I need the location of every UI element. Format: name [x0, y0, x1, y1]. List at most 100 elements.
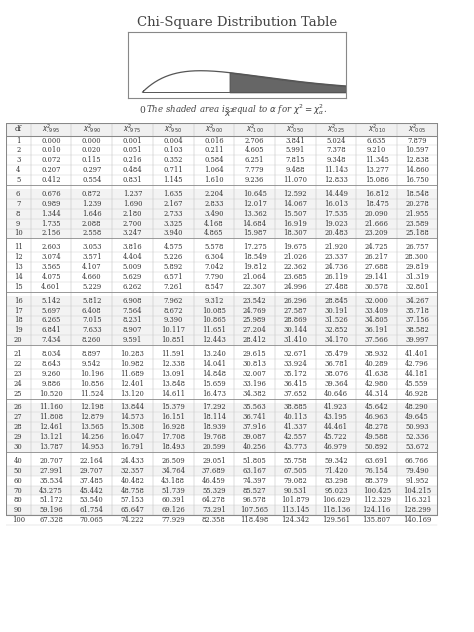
Text: 10.645: 10.645	[243, 190, 266, 198]
Text: 41.337: 41.337	[283, 423, 307, 431]
Text: 14.848: 14.848	[202, 370, 226, 378]
Text: 2.156: 2.156	[41, 229, 61, 238]
Text: 37.916: 37.916	[243, 423, 266, 431]
Text: 32.852: 32.852	[324, 326, 348, 334]
Text: 12: 12	[14, 253, 22, 261]
Text: 30.813: 30.813	[243, 360, 266, 368]
Text: 11.808: 11.808	[39, 413, 63, 422]
Text: $\chi^2_{.010}$: $\chi^2_{.010}$	[368, 123, 386, 136]
Text: 0.211: 0.211	[204, 147, 224, 154]
Text: 20.090: 20.090	[365, 210, 389, 217]
Text: 27.587: 27.587	[283, 307, 307, 315]
Text: 7.962: 7.962	[164, 296, 183, 305]
Bar	[6, 123, 437, 515]
Text: 10.520: 10.520	[39, 390, 63, 398]
Text: 41.923: 41.923	[324, 403, 348, 411]
Bar	[6, 315, 437, 325]
Text: 7.261: 7.261	[164, 283, 183, 291]
Bar	[6, 413, 437, 422]
Text: 4.605: 4.605	[245, 147, 264, 154]
Bar	[6, 252, 437, 262]
Text: 12.461: 12.461	[39, 423, 63, 431]
Text: 5.629: 5.629	[123, 273, 142, 281]
Text: 28.845: 28.845	[324, 296, 348, 305]
Text: 38.076: 38.076	[324, 370, 348, 378]
Text: Chi-Square Distribution Table: Chi-Square Distribution Table	[137, 16, 337, 29]
Text: 77.929: 77.929	[161, 516, 185, 524]
Text: 6.408: 6.408	[82, 307, 101, 315]
Text: 16.047: 16.047	[120, 433, 145, 441]
Text: 66.766: 66.766	[405, 457, 429, 465]
Text: 0.872: 0.872	[82, 190, 101, 198]
Text: 17.292: 17.292	[202, 403, 226, 411]
Bar	[6, 155, 437, 165]
Text: 5.009: 5.009	[123, 263, 142, 271]
Text: 129.561: 129.561	[322, 516, 350, 524]
Text: 38.885: 38.885	[283, 403, 307, 411]
Text: 51.739: 51.739	[161, 487, 185, 494]
Bar	[6, 189, 437, 199]
Bar	[6, 379, 437, 389]
Text: 20.707: 20.707	[39, 457, 63, 465]
Text: 3.940: 3.940	[164, 229, 183, 238]
Text: 4.575: 4.575	[164, 243, 183, 252]
Text: 9.488: 9.488	[285, 166, 305, 174]
Bar	[6, 123, 437, 136]
Text: 124.342: 124.342	[281, 516, 310, 524]
Text: 85.527: 85.527	[243, 487, 266, 494]
Text: $\chi^2_{.100}$: $\chi^2_{.100}$	[246, 123, 264, 136]
Text: 11.345: 11.345	[365, 156, 389, 164]
Text: 73.291: 73.291	[202, 506, 226, 514]
Text: 4.107: 4.107	[82, 263, 101, 271]
Text: 43.195: 43.195	[324, 413, 348, 422]
Bar	[6, 432, 437, 442]
Text: 13.848: 13.848	[161, 380, 185, 388]
Bar	[6, 165, 437, 175]
Text: 5.226: 5.226	[164, 253, 183, 261]
Text: 69.126: 69.126	[161, 506, 185, 514]
Text: 26.757: 26.757	[405, 243, 429, 252]
Text: 140.169: 140.169	[403, 516, 431, 524]
Text: 1.610: 1.610	[204, 176, 224, 184]
Text: 48.290: 48.290	[405, 403, 429, 411]
Text: 14.684: 14.684	[243, 219, 266, 228]
Text: 0.001: 0.001	[123, 137, 142, 145]
Text: 82.358: 82.358	[202, 516, 226, 524]
Text: $\chi^2_{.995}$: $\chi^2_{.995}$	[42, 123, 60, 136]
Text: 7.378: 7.378	[326, 147, 346, 154]
Text: 51.805: 51.805	[243, 457, 266, 465]
Text: 20: 20	[14, 336, 22, 344]
Text: 39.087: 39.087	[243, 433, 266, 441]
Text: 23.589: 23.589	[405, 219, 429, 228]
Text: 31.319: 31.319	[405, 273, 429, 281]
Text: 7.790: 7.790	[204, 273, 224, 281]
Text: 5.142: 5.142	[41, 296, 61, 305]
Text: $\chi^2_{.050}$: $\chi^2_{.050}$	[286, 123, 304, 136]
Text: 0.004: 0.004	[164, 137, 183, 145]
Text: 0.831: 0.831	[123, 176, 142, 184]
Text: 23.209: 23.209	[365, 229, 389, 238]
Text: 14.611: 14.611	[161, 390, 185, 398]
Text: 112.329: 112.329	[363, 496, 391, 504]
Text: 91.952: 91.952	[405, 477, 428, 485]
Text: 33.924: 33.924	[283, 360, 307, 368]
Text: 25.188: 25.188	[405, 229, 429, 238]
Text: 0.297: 0.297	[82, 166, 101, 174]
Text: 12.879: 12.879	[80, 413, 104, 422]
Text: 17: 17	[14, 307, 23, 315]
Text: 128.299: 128.299	[403, 506, 431, 514]
Text: 46.459: 46.459	[202, 477, 226, 485]
Text: 67.505: 67.505	[283, 467, 307, 475]
Text: 25: 25	[14, 390, 22, 398]
Text: 74.222: 74.222	[121, 516, 144, 524]
Bar	[6, 296, 437, 306]
Bar	[6, 359, 437, 369]
Text: 63.691: 63.691	[365, 457, 389, 465]
Text: 32.671: 32.671	[283, 350, 307, 358]
Text: 45.642: 45.642	[365, 403, 389, 411]
Text: 2.833: 2.833	[204, 200, 224, 208]
Bar	[6, 306, 437, 315]
Text: 37.485: 37.485	[80, 477, 104, 485]
Text: 5.991: 5.991	[286, 147, 305, 154]
Text: 79.082: 79.082	[283, 477, 307, 485]
